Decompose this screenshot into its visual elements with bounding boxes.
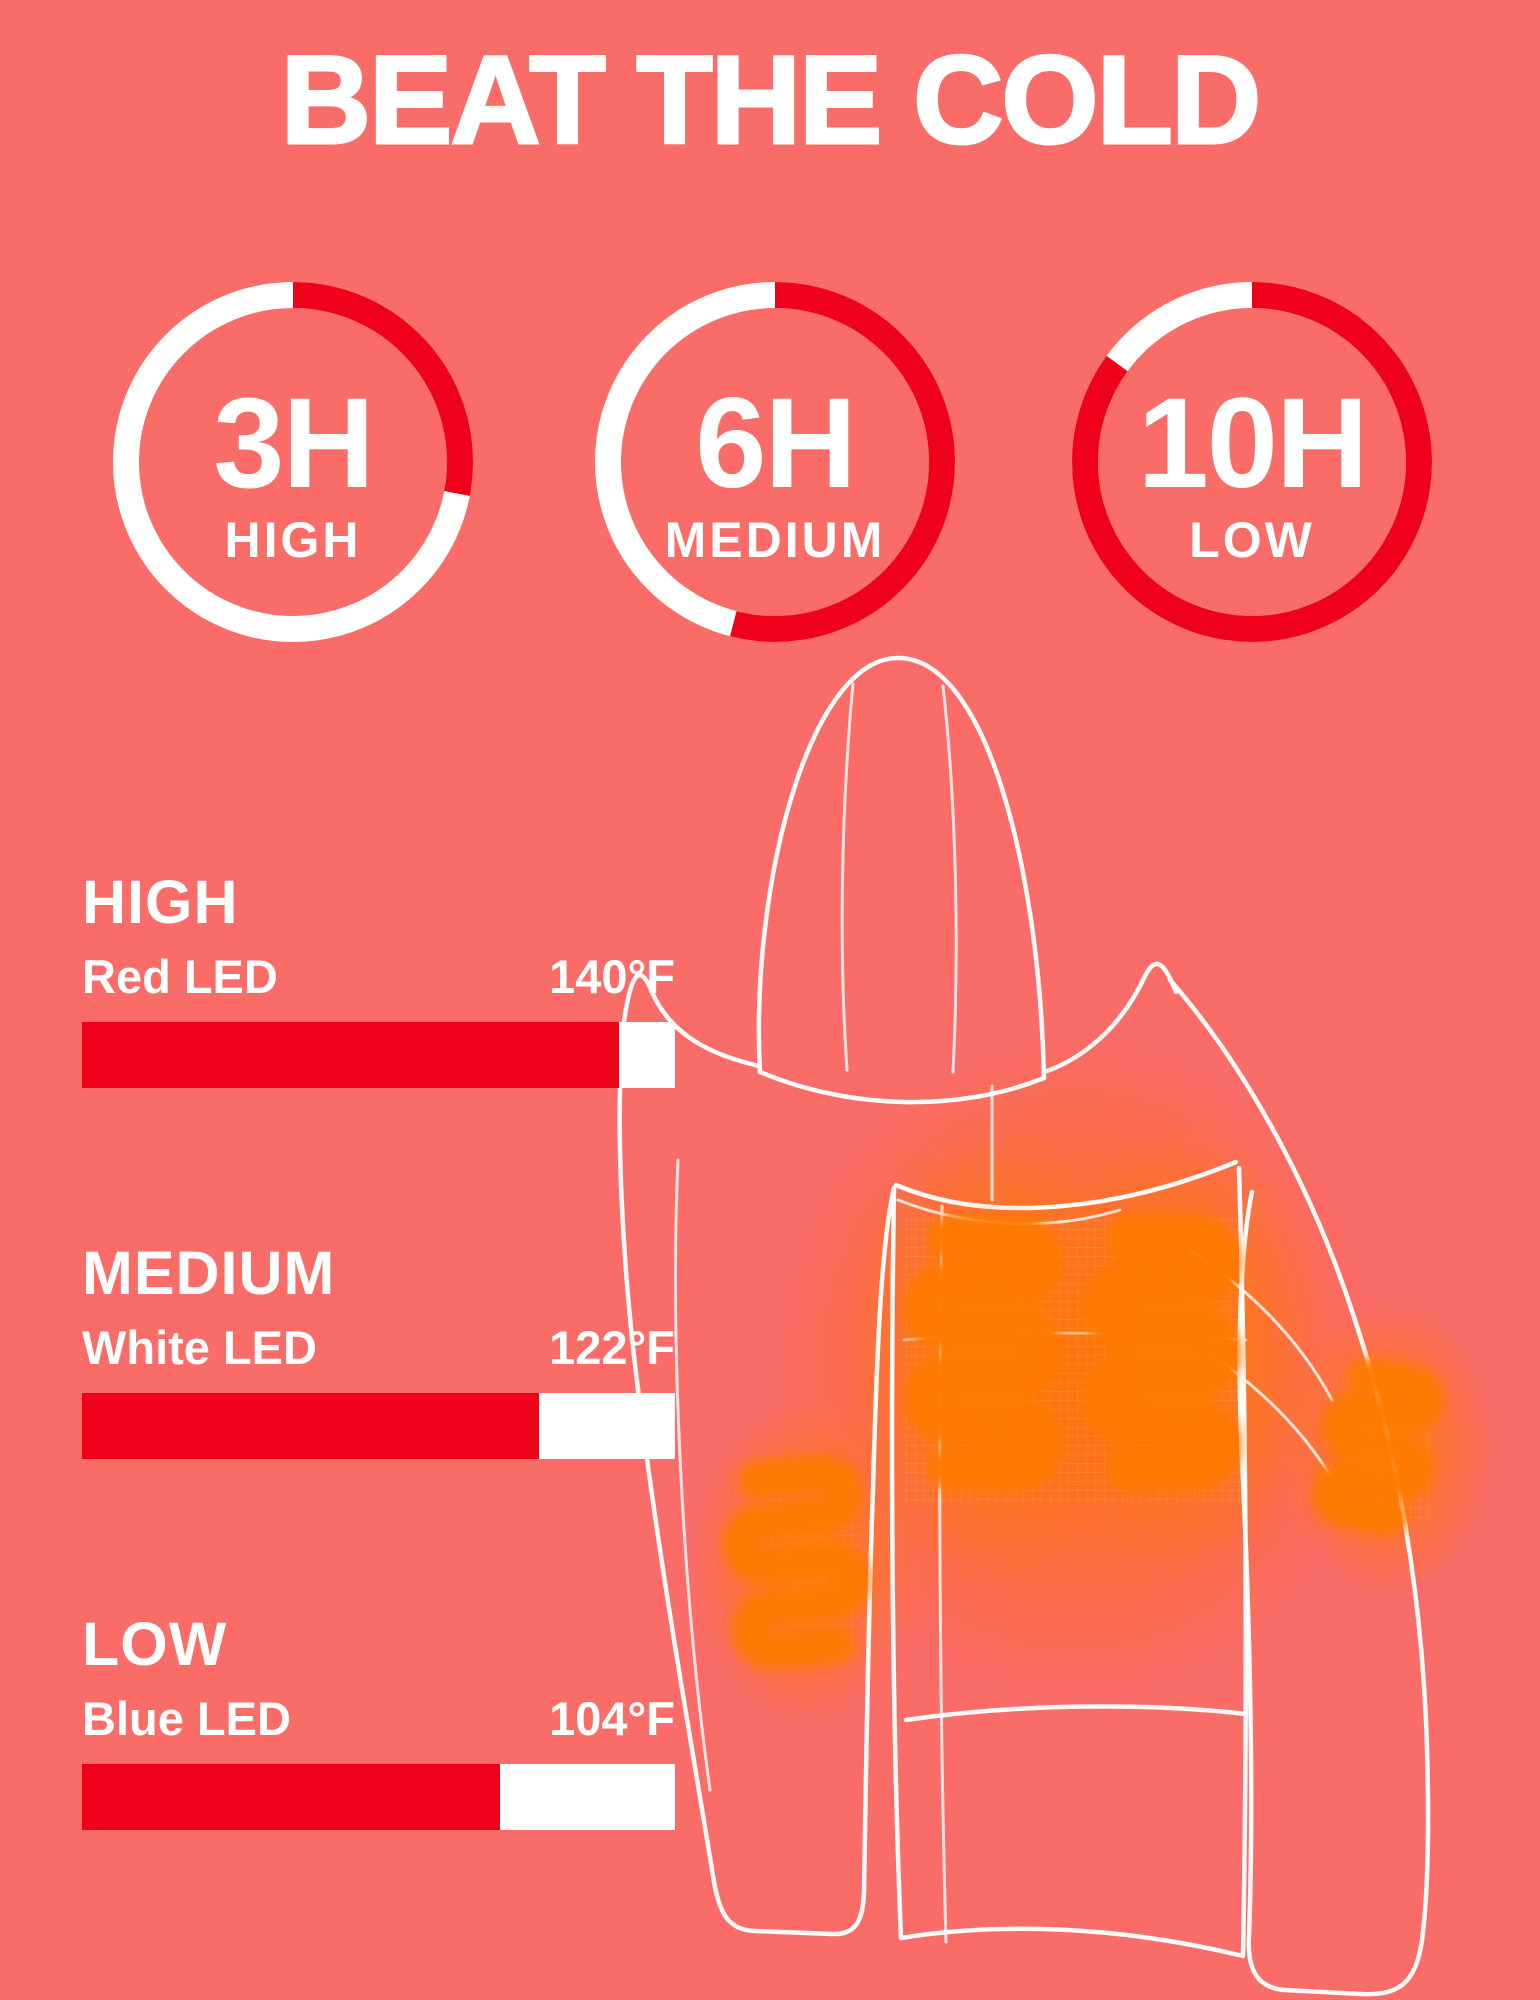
temperature-bar — [82, 1764, 675, 1830]
heating-coil-right-sleeve — [1328, 1373, 1428, 1520]
temperature-bar — [82, 1393, 675, 1459]
ring-progress — [1072, 282, 1432, 642]
left-sleeve-outline — [617, 972, 897, 1937]
heated-jacket-illustration — [617, 655, 1496, 1997]
temperature-bar-fill — [82, 1022, 619, 1088]
back-seam-lower — [903, 1704, 1249, 1723]
right-shoulder-outline — [1041, 961, 1179, 1075]
heating-coil-left-sleeve — [735, 1471, 858, 1653]
ring-value: 6H — [695, 372, 857, 516]
body-right-seam — [1236, 1165, 1249, 1959]
heat-level-name: MEDIUM — [82, 1239, 336, 1307]
ring-label: MEDIUM — [664, 511, 886, 568]
hood-seam-left — [840, 682, 855, 1072]
hood-seam-right — [941, 684, 958, 1074]
left-sleeve-seam — [674, 1158, 712, 1792]
heat-level-name: HIGH — [82, 868, 239, 936]
body-left-seam — [889, 1185, 904, 1941]
ring-gauge-icon — [595, 282, 955, 642]
hood-outline — [756, 655, 1047, 1081]
temperature-bar — [82, 1022, 675, 1088]
duration-ring-medium: 6H MEDIUM — [595, 282, 955, 642]
ring-value: 10H — [1137, 372, 1369, 516]
temperature-value: 122°F — [549, 1321, 675, 1374]
heat-level-section-high: HIGH Red LED 140°F — [82, 872, 675, 1088]
yoke-seam — [893, 1159, 1239, 1211]
temperature-value: 140°F — [549, 950, 675, 1003]
led-indicator-label: White LED — [82, 1321, 317, 1374]
temperature-value: 104°F — [549, 1692, 675, 1745]
heat-level-name: LOW — [82, 1610, 228, 1678]
led-indicator-label: Red LED — [82, 950, 278, 1003]
temperature-bar-fill — [82, 1393, 539, 1459]
heat-level-section-medium: MEDIUM White LED 122°F — [82, 1243, 675, 1459]
heat-level-section-low: LOW Blue LED 104°F — [82, 1614, 675, 1830]
led-indicator-label: Blue LED — [82, 1692, 291, 1745]
temperature-bar-fill — [82, 1764, 501, 1830]
ring-gauge-icon — [113, 282, 473, 642]
hem-outline — [898, 1926, 1246, 1959]
ring-progress — [113, 282, 473, 642]
page-title: BEAT THE COLD — [279, 31, 1263, 170]
jacket-outline — [617, 655, 1431, 1997]
ring-gauge-icon — [1072, 282, 1432, 642]
ring-value: 3H — [213, 372, 375, 516]
ring-label: LOW — [1189, 511, 1315, 568]
heating-coil-back-right — [1105, 1220, 1218, 1486]
ring-progress — [595, 282, 955, 642]
hood-bottom-edge — [757, 1069, 1047, 1105]
heating-coil-back-left — [927, 1220, 1040, 1486]
ring-label: HIGH — [224, 511, 362, 568]
duration-ring-high: 3H HIGH — [113, 282, 473, 642]
duration-ring-low: 10H LOW — [1072, 282, 1432, 642]
